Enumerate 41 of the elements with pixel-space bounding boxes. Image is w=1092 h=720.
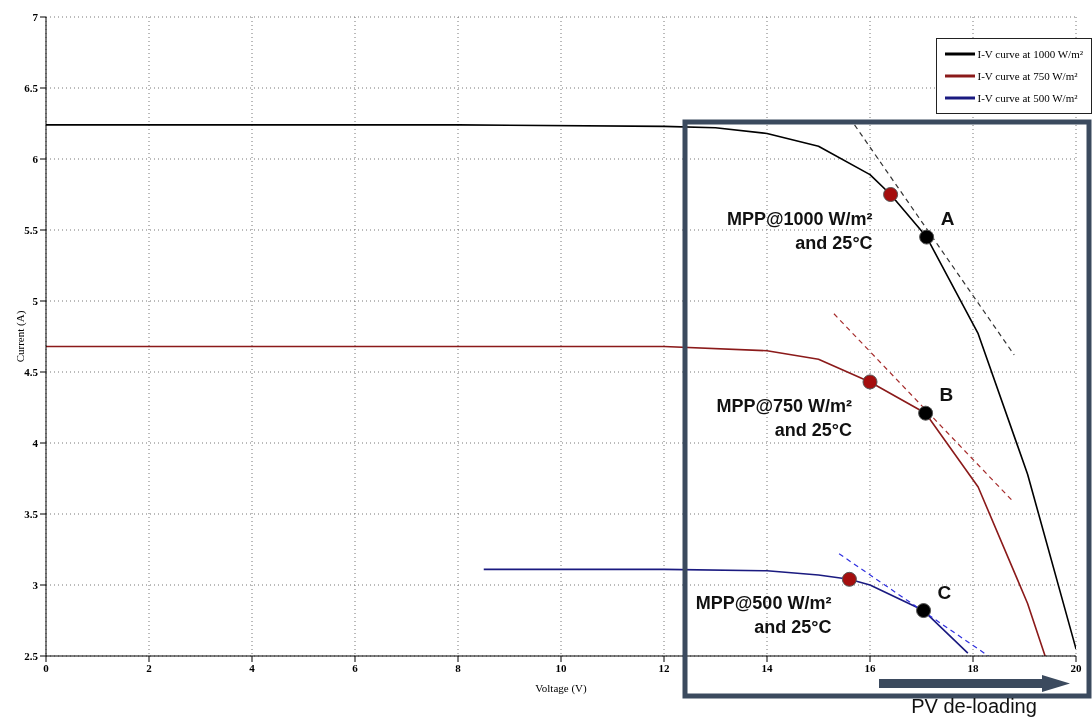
annotation: MPP@500 W/m² and 25°C — [695, 593, 832, 638]
y-tick-label: 4 — [32, 436, 39, 449]
line-series — [482, 568, 969, 654]
y-tick-label: 6.5 — [24, 81, 39, 94]
x-tick-label: 14 — [761, 661, 773, 674]
y-tick-label: 5 — [32, 294, 39, 307]
y-axis-title: Current (A) — [13, 310, 27, 363]
legend-label: I-V curve at 1000 W/m² — [977, 47, 1083, 62]
y-tick-label: 3 — [32, 578, 39, 591]
point — [883, 187, 899, 202]
annotation: A — [940, 208, 955, 230]
annotation: B — [939, 384, 954, 406]
x-tick-label: 4 — [249, 661, 256, 674]
legend-label: I-V curve at 750 W/m² — [977, 69, 1078, 84]
x-axis-title: Voltage (V) — [535, 682, 588, 695]
y-tick-label: 3.5 — [24, 507, 39, 520]
x-tick-label: 8 — [455, 661, 462, 674]
x-tick-label: 12 — [658, 661, 670, 674]
annotation: MPP@750 W/m² and 25°C — [716, 395, 852, 440]
y-tick-label: 2.5 — [24, 649, 39, 662]
line-series — [46, 345, 1046, 656]
x-tick-label: 20 — [1070, 661, 1082, 674]
y-tick-label: 4.5 — [24, 365, 39, 378]
x-tick-label: 10 — [555, 661, 567, 674]
x-tick-label: 0 — [43, 661, 50, 674]
point — [916, 603, 932, 619]
x-tick-label: 16 — [864, 661, 876, 674]
point — [841, 571, 857, 587]
x-tick-label: 2 — [146, 661, 153, 674]
legend-label: I-V curve at 500 W/m² — [977, 91, 1078, 106]
x-tick-label: 6 — [352, 661, 359, 674]
y-tick-label: 7 — [32, 10, 39, 23]
point — [862, 374, 878, 390]
y-tick-label: 5.5 — [24, 223, 39, 236]
x-tick-label: 18 — [967, 661, 979, 674]
text: PV de-loading — [911, 695, 1037, 717]
point — [918, 405, 934, 421]
y-tick-label: 6 — [32, 152, 39, 165]
point — [919, 229, 935, 245]
annotation: MPP@1000 W/m² and 25°C — [727, 208, 873, 253]
annotation: C — [937, 581, 952, 603]
